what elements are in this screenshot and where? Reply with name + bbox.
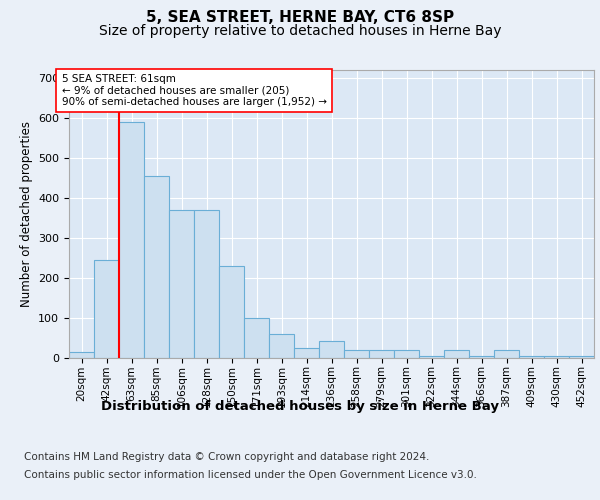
Bar bbox=[194, 210, 219, 358]
Bar bbox=[219, 266, 244, 358]
Bar bbox=[319, 340, 344, 357]
Text: Contains HM Land Registry data © Crown copyright and database right 2024.: Contains HM Land Registry data © Crown c… bbox=[24, 452, 430, 462]
Bar bbox=[269, 334, 294, 357]
Bar bbox=[294, 348, 319, 358]
Bar bbox=[519, 356, 544, 358]
Text: Distribution of detached houses by size in Herne Bay: Distribution of detached houses by size … bbox=[101, 400, 499, 413]
Text: Size of property relative to detached houses in Herne Bay: Size of property relative to detached ho… bbox=[99, 24, 501, 38]
Bar bbox=[69, 352, 94, 358]
Text: 5, SEA STREET, HERNE BAY, CT6 8SP: 5, SEA STREET, HERNE BAY, CT6 8SP bbox=[146, 10, 454, 25]
Bar bbox=[419, 356, 444, 358]
Bar bbox=[369, 350, 394, 358]
Bar bbox=[94, 260, 119, 358]
Bar bbox=[119, 122, 144, 358]
Bar bbox=[444, 350, 469, 358]
Bar bbox=[394, 350, 419, 358]
Bar bbox=[244, 318, 269, 358]
Text: Contains public sector information licensed under the Open Government Licence v3: Contains public sector information licen… bbox=[24, 470, 477, 480]
Bar bbox=[469, 356, 494, 358]
Bar bbox=[169, 210, 194, 358]
Bar bbox=[569, 356, 594, 358]
Y-axis label: Number of detached properties: Number of detached properties bbox=[20, 120, 32, 306]
Bar bbox=[344, 350, 369, 358]
Bar bbox=[494, 350, 519, 358]
Bar bbox=[144, 176, 169, 358]
Text: 5 SEA STREET: 61sqm
← 9% of detached houses are smaller (205)
90% of semi-detach: 5 SEA STREET: 61sqm ← 9% of detached hou… bbox=[62, 74, 326, 107]
Bar bbox=[544, 356, 569, 358]
